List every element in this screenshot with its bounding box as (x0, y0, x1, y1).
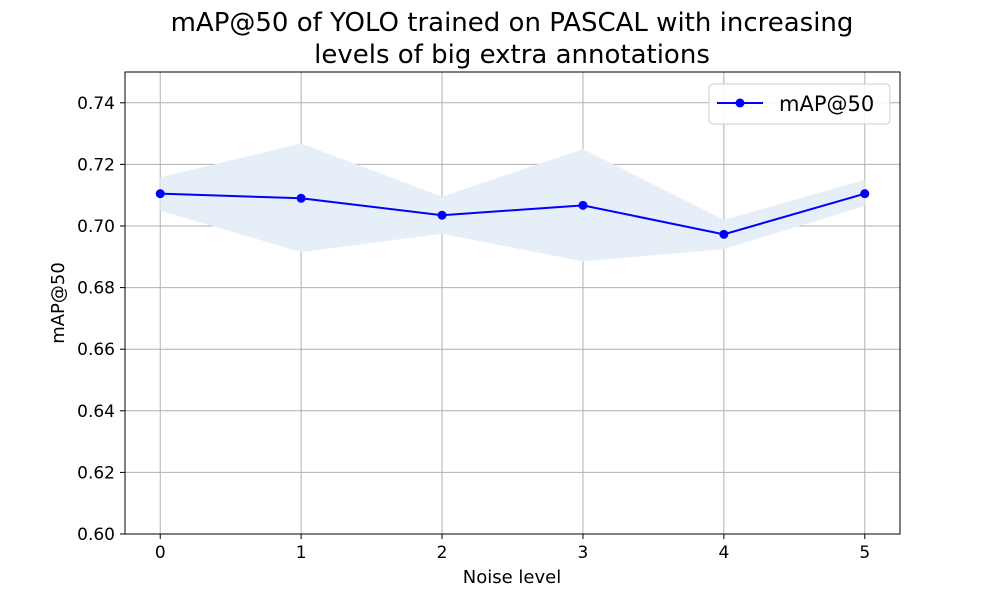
x-tick-label: 5 (859, 543, 870, 563)
legend: mAP@50 (708, 83, 891, 125)
x-tick-label: 0 (155, 543, 166, 563)
x-tick-label: 3 (578, 543, 589, 563)
data-point (578, 200, 588, 210)
y-tick-label: 0.60 (77, 525, 115, 545)
plot-frame (124, 71, 901, 535)
legend-entry-map50: mAP@50 (779, 92, 874, 116)
data-point (296, 193, 306, 203)
y-tick-label: 0.62 (77, 463, 115, 483)
y-tick-label: 0.68 (77, 279, 115, 299)
y-tick-label: 0.70 (77, 217, 115, 237)
y-tick-label: 0.74 (77, 94, 115, 114)
series-line (160, 192, 866, 236)
data-point (155, 189, 165, 199)
data-point (437, 210, 447, 220)
confidence-band-layer (160, 143, 865, 262)
chart-title-line-1: mAP@50 of YOLO trained on PASCAL with in… (171, 8, 854, 38)
x-tick-label: 4 (718, 543, 729, 563)
chart-title-line-2: levels of big extra annotations (314, 40, 710, 70)
y-axis-label: mAP@50 (48, 262, 69, 344)
x-tick-label: 2 (437, 543, 448, 563)
data-point (719, 229, 729, 239)
legend-marker-swatch (735, 98, 745, 108)
series-confidence-band (160, 143, 865, 262)
data-point (860, 189, 870, 199)
x-tick-label: 1 (296, 543, 307, 563)
y-tick-label: 0.64 (77, 402, 115, 422)
legend-box (708, 83, 891, 125)
x-axis-label: Noise level (463, 567, 561, 588)
grid-lines (125, 72, 900, 535)
y-tick-label: 0.66 (77, 340, 115, 360)
series-layer (155, 189, 870, 239)
axis-ticks: 0.60 0.62 0.64 0.66 0.68 0.70 0.72 0.74 0 1 2 3 4 5 (77, 94, 870, 563)
y-tick-label: 0.72 (77, 155, 115, 175)
